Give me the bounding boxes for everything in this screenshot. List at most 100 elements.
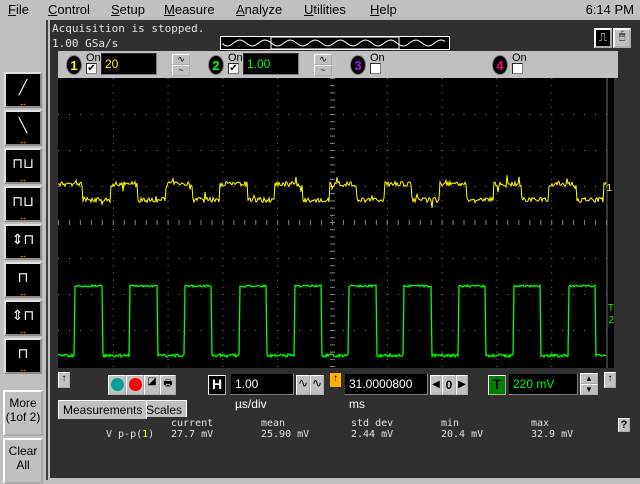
tab-measurements[interactable]: Measurements <box>58 400 148 419</box>
channel-3-button[interactable]: 3 <box>350 55 366 75</box>
rise-time-button[interactable]: ╱ ↔ <box>4 72 42 108</box>
ch4-on-checkbox[interactable] <box>512 63 523 74</box>
channel-1-trace <box>57 175 607 208</box>
ch1-bandwidth-button[interactable]: ~ <box>172 65 190 76</box>
menu-analyze[interactable]: Analyze <box>236 2 283 17</box>
ch1-marker[interactable]: 1 <box>606 183 612 194</box>
horiz-fine-button[interactable]: ∿ <box>296 375 310 395</box>
horizontal-scale[interactable]: 1.00 µs/div <box>230 373 294 411</box>
minimum-icon-marker: ↔ <box>18 288 28 298</box>
delay-left-button[interactable]: ◀ <box>430 375 442 395</box>
clear-all-button[interactable]: Clear All <box>3 438 43 484</box>
ch4-on-label: On <box>512 52 527 64</box>
menu-help[interactable]: Help <box>370 2 397 17</box>
horiz-coarse-button[interactable]: ∿ <box>310 375 324 395</box>
header-current: current <box>171 418 214 429</box>
average-icon-marker: ↔ <box>18 364 28 374</box>
peak-to-peak-icon-marker: ↔ <box>18 250 28 260</box>
fall-time-button[interactable]: ╲ ↔ <box>4 110 42 146</box>
amplitude-button[interactable]: ⇕⊓ ↔ <box>4 300 42 336</box>
trigger-level-marker[interactable]: T <box>608 303 614 314</box>
ch1-coupling-button[interactable]: ∿ <box>172 54 190 65</box>
trigger-up-button[interactable]: ▲ <box>580 373 598 384</box>
menu-measure[interactable]: Measure <box>164 2 215 17</box>
pulse-mode-button[interactable]: ⎍ <box>594 28 612 48</box>
menu-setup[interactable]: Setup <box>111 2 145 17</box>
period-icon-marker: ↔ <box>18 174 28 184</box>
minimum-icon: ⊓ <box>17 269 29 285</box>
ch2-bandwidth-button[interactable]: ~ <box>314 65 332 76</box>
average-icon: ⊓ <box>17 345 29 361</box>
trigger-level[interactable]: 220 mV <box>508 373 578 395</box>
waveform-overview[interactable] <box>220 36 450 50</box>
value-current: 27.7 mV <box>171 429 214 440</box>
average-button[interactable]: ⊓ ↔ <box>4 338 42 374</box>
run-icon <box>110 378 124 391</box>
period-icon: ⊓⊔ <box>12 155 34 171</box>
more-page-label: (1of 2) <box>5 410 41 424</box>
amplitude-icon: ⇕⊓ <box>11 307 35 323</box>
menu-utilities[interactable]: Utilities <box>304 2 346 17</box>
acquisition-status: Acquisition is stopped. <box>52 22 205 35</box>
rise-time-icon-marker: ↔ <box>18 98 28 108</box>
menu-file[interactable]: File <box>8 2 29 17</box>
channel-2-trace <box>57 283 607 359</box>
delay-right-button[interactable]: ▶ <box>456 375 468 395</box>
delay-reference-icon: ↑ <box>330 373 341 387</box>
trigger-button[interactable]: T <box>488 375 506 395</box>
channel-4-button[interactable]: 4 <box>492 55 508 75</box>
run-button[interactable] <box>108 375 126 395</box>
frequency-icon-marker: ↔ <box>18 212 28 222</box>
trigger-down-button[interactable]: ▼ <box>580 384 598 395</box>
ch2-on-checkbox[interactable]: ✔ <box>228 63 239 74</box>
mouse-mode-button[interactable]: 🖱 <box>613 28 631 48</box>
ch2-scale[interactable]: 1.00 V/div <box>243 53 299 91</box>
header-max: max <box>531 418 550 429</box>
header-mean: mean <box>261 418 286 429</box>
ch3-on-checkbox[interactable] <box>370 63 381 74</box>
ch1-scale[interactable]: 20 mV/div <box>101 53 157 91</box>
measurements-panel: current mean std dev min max V p-p(1) 27… <box>56 417 632 477</box>
printer-icon: 🖶 <box>163 378 173 389</box>
print-button[interactable]: 🖶 <box>160 375 176 395</box>
ch2-coupling-button[interactable]: ∿ <box>314 54 332 65</box>
measurement-toolbar: ╱ ↔ ╲ ↔ ⊓⊔ ↔ ⊓⊔ ↔ ⇕⊓ ↔ ⊓ ↔ ⇕⊓ ↔ ⊓ ↔ More (1of 2) Clear Al… <box>0 20 48 484</box>
minimum-button[interactable]: ⊓ ↔ <box>4 262 42 298</box>
ch2-marker[interactable]: 2 <box>608 315 614 326</box>
tab-scales[interactable]: Scales <box>141 400 188 418</box>
scroll-up-right-button[interactable]: ↑ <box>604 372 616 388</box>
ch1-on-label: On <box>86 52 101 64</box>
menu-bar: File Control Setup Measure Analyze Utili… <box>0 0 640 20</box>
value-min: 20.4 mV <box>441 429 484 440</box>
more-button[interactable]: More (1of 2) <box>3 390 43 436</box>
fall-time-icon-marker: ↔ <box>18 136 28 146</box>
fall-time-icon: ╲ <box>18 117 28 133</box>
single-icon: ◪ <box>147 376 157 387</box>
horizontal-delay[interactable]: 31.0000800 ms <box>344 373 428 411</box>
single-button[interactable]: ◪ <box>144 375 160 395</box>
amplitude-icon-marker: ↔ <box>18 326 28 336</box>
frequency-button[interactable]: ⊓⊔ ↔ <box>4 186 42 222</box>
clock: 6:14 PM <box>585 2 634 17</box>
mouse-icon: 🖱 <box>618 30 626 42</box>
menu-control[interactable]: Control <box>48 2 90 17</box>
ch3-on-label: On <box>370 52 385 64</box>
period-button[interactable]: ⊓⊔ ↔ <box>4 148 42 184</box>
header-std-dev: std dev <box>351 418 394 429</box>
channel-2-button[interactable]: 2 <box>208 55 224 75</box>
scroll-up-left-button[interactable]: ↑ <box>58 372 70 388</box>
horizontal-button[interactable]: H <box>208 375 226 395</box>
channel-1-button[interactable]: 1 <box>66 55 82 75</box>
clear-label: Clear <box>8 444 38 458</box>
measurement-channel: 1 <box>142 429 149 440</box>
ch2-on-label: On <box>228 52 243 64</box>
ch1-on-checkbox[interactable]: ✔ <box>86 63 97 74</box>
help-button[interactable]: ? <box>618 418 630 432</box>
peak-to-peak-button[interactable]: ⇕⊓ ↔ <box>4 224 42 260</box>
stop-button[interactable] <box>126 375 144 395</box>
peak-to-peak-icon: ⇕⊓ <box>11 231 35 247</box>
channel-bar: 1 On ✔ 20 mV/div ∿ ~ 2 On ✔ 1.00 V/div ∿… <box>58 51 618 91</box>
delay-zero-button[interactable]: 0 <box>442 375 456 395</box>
value-std-dev: 2.44 mV <box>351 429 394 440</box>
waveform-display[interactable]: 1 T 2 <box>57 78 614 368</box>
